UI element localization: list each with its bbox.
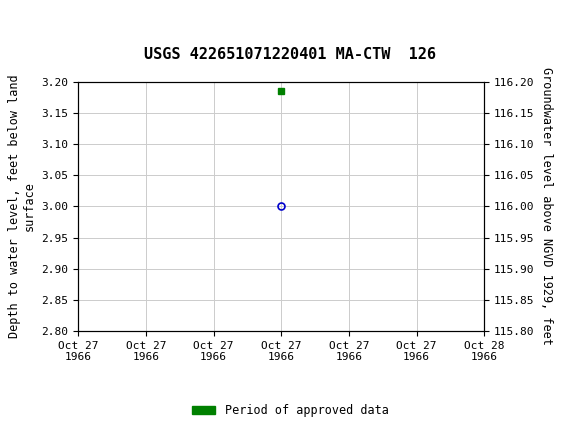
Y-axis label: Depth to water level, feet below land
surface: Depth to water level, feet below land su… bbox=[8, 74, 36, 338]
Y-axis label: Groundwater level above NGVD 1929, feet: Groundwater level above NGVD 1929, feet bbox=[540, 68, 553, 345]
Legend: Period of approved data: Period of approved data bbox=[187, 399, 393, 422]
Text: USGS: USGS bbox=[42, 15, 89, 34]
Text: USGS 422651071220401 MA-CTW  126: USGS 422651071220401 MA-CTW 126 bbox=[144, 47, 436, 62]
